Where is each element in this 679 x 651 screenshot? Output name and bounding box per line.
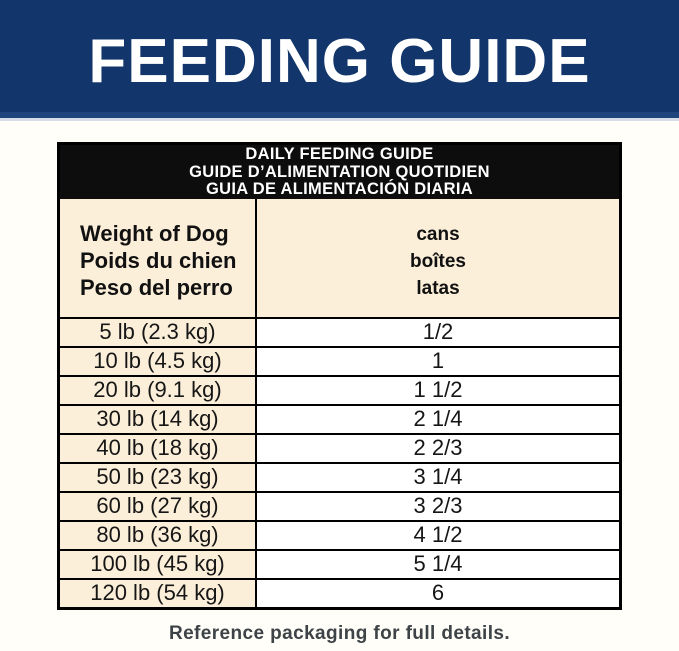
cans-cell: 1	[257, 348, 619, 375]
table-row: 60 lb (27 kg) 3 2/3	[60, 491, 619, 520]
table-title-french: GUIDE D’ALIMENTATION QUOTIDIEN	[189, 162, 490, 181]
table-body: 5 lb (2.3 kg) 1/2 10 lb (4.5 kg) 1 20 lb…	[60, 317, 619, 607]
table-row: 5 lb (2.3 kg) 1/2	[60, 317, 619, 346]
cans-cell: 5 1/4	[257, 551, 619, 578]
cans-cell: 1/2	[257, 319, 619, 346]
cans-cell: 2 2/3	[257, 435, 619, 462]
table-title-spanish: GUIA DE ALIMENTACIÓN DIARIA	[206, 180, 473, 198]
weight-header-french: Poids du chien	[80, 248, 237, 273]
weight-column-header: Weight of Dog Poids du chien Peso del pe…	[60, 199, 257, 317]
weight-cell: 5 lb (2.3 kg)	[60, 319, 257, 346]
weight-cell: 40 lb (18 kg)	[60, 435, 257, 462]
table-row: 30 lb (14 kg) 2 1/4	[60, 404, 619, 433]
footer-note: Reference packaging for full details.	[168, 623, 511, 644]
page-title: FEEDING GUIDE	[88, 26, 591, 96]
table-row: 50 lb (23 kg) 3 1/4	[60, 462, 619, 491]
table-row: 20 lb (9.1 kg) 1 1/2	[60, 375, 619, 404]
weight-cell: 50 lb (23 kg)	[60, 464, 257, 491]
weight-cell: 80 lb (36 kg)	[60, 522, 257, 549]
table-row: 10 lb (4.5 kg) 1	[60, 346, 619, 375]
cans-cell: 3 1/4	[257, 464, 619, 491]
weight-cell: 120 lb (54 kg)	[60, 580, 257, 607]
table-row: 40 lb (18 kg) 2 2/3	[60, 433, 619, 462]
cans-cell: 6	[257, 580, 619, 607]
feeding-guide-banner: FEEDING GUIDE	[0, 0, 679, 121]
cans-cell: 4 1/2	[257, 522, 619, 549]
cans-header-english: cans	[416, 224, 460, 245]
weight-cell: 100 lb (45 kg)	[60, 551, 257, 578]
weight-cell: 30 lb (14 kg)	[60, 406, 257, 433]
column-header-row: Weight of Dog Poids du chien Peso del pe…	[60, 199, 619, 317]
cans-column-header: cans boîtes latas	[257, 199, 619, 317]
cans-cell: 1 1/2	[257, 377, 619, 404]
cans-header-french: boîtes	[410, 251, 466, 272]
weight-cell: 60 lb (27 kg)	[60, 493, 257, 520]
table-row: 80 lb (36 kg) 4 1/2	[60, 520, 619, 549]
weight-header-spanish: Peso del perro	[80, 275, 233, 300]
table-title-english: DAILY FEEDING GUIDE	[245, 145, 434, 163]
table-title-band: DAILY FEEDING GUIDE GUIDE D’ALIMENTATION…	[60, 145, 619, 199]
weight-cell: 10 lb (4.5 kg)	[60, 348, 257, 375]
daily-feeding-guide-table: DAILY FEEDING GUIDE GUIDE D’ALIMENTATION…	[57, 142, 622, 610]
weight-cell: 20 lb (9.1 kg)	[60, 377, 257, 404]
cans-cell: 2 1/4	[257, 406, 619, 433]
table-row: 100 lb (45 kg) 5 1/4	[60, 549, 619, 578]
table-row: 120 lb (54 kg) 6	[60, 578, 619, 607]
cans-header-spanish: latas	[416, 278, 460, 299]
cans-cell: 3 2/3	[257, 493, 619, 520]
weight-header-english: Weight of Dog	[80, 221, 229, 246]
